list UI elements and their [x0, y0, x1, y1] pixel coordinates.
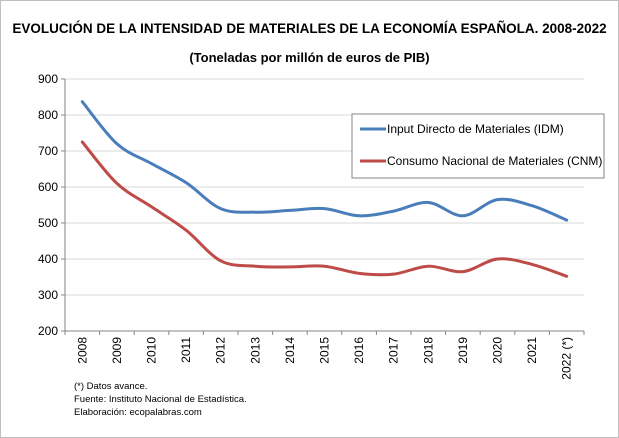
x-tick-label: 2011	[179, 337, 193, 363]
note-avance: (*) Datos avance.	[74, 381, 148, 392]
legend-label: Consumo Nacional de Materiales (CNM)	[387, 154, 602, 168]
x-tick-label: 2015	[318, 337, 332, 364]
x-tick-label: 2021	[525, 337, 539, 364]
x-tick-label: 2008	[75, 337, 89, 364]
x-tick-label: 2014	[283, 337, 297, 364]
note-credit: Elaboración: ecopalabras.com	[74, 407, 202, 418]
y-tick-label: 400	[38, 252, 58, 266]
y-tick-label: 700	[38, 144, 58, 158]
chart-title: EVOLUCIÓN DE LA INTENSIDAD DE MATERIALES…	[12, 21, 607, 36]
x-tick-label: 2017	[387, 337, 401, 364]
x-tick-label: 2013	[248, 337, 262, 364]
y-tick-label: 600	[38, 180, 58, 194]
x-tick-label: 2020	[491, 337, 505, 364]
note-source: Fuente: Instituto Nacional de Estadístic…	[74, 394, 247, 405]
series-line	[80, 100, 569, 222]
x-tick-label: 2012	[214, 337, 228, 364]
x-tick-label: 2010	[145, 337, 159, 364]
legend	[351, 113, 605, 179]
x-tick-label: 2016	[352, 337, 366, 364]
chart-subtitle: (Toneladas por millón de euros de PIB)	[189, 50, 430, 65]
y-tick-label: 800	[38, 108, 58, 122]
y-tick-label: 500	[38, 216, 58, 230]
y-tick-label: 900	[38, 72, 58, 86]
series-line	[80, 140, 569, 278]
x-tick-label: 2019	[456, 337, 470, 364]
x-tick-label: 2018	[421, 337, 435, 364]
y-tick-label: 300	[38, 288, 58, 302]
y-tick-label: 200	[38, 324, 58, 338]
x-tick-label: 2009	[110, 337, 124, 364]
legend-label: Input Directo de Materiales (IDM)	[387, 122, 564, 136]
x-tick-label: 2022 (*)	[560, 337, 574, 380]
